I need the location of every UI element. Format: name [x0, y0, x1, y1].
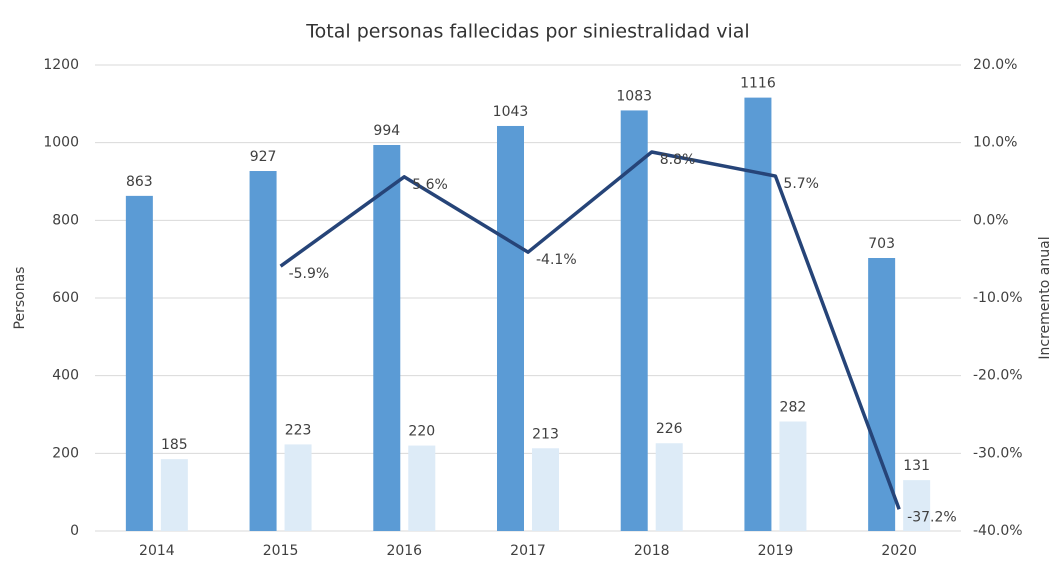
y2-axis-label: Incremento anual [1037, 236, 1053, 359]
bar [408, 445, 436, 531]
data-label: 185 [161, 437, 188, 453]
y-tick-label: 200 [52, 445, 79, 461]
y-tick-label: 600 [52, 290, 79, 306]
data-label: 863 [126, 174, 153, 190]
data-label: 994 [373, 123, 400, 139]
chart-title: Total personas fallecidas por siniestral… [305, 21, 749, 43]
x-tick-label: 2019 [758, 543, 794, 559]
y-axis-label: Personas [12, 267, 28, 330]
data-label: 131 [903, 458, 930, 474]
y2-tick-label: 10.0% [973, 135, 1017, 151]
bar [284, 444, 312, 531]
data-label: 8.8% [660, 152, 696, 168]
data-label: 226 [656, 421, 683, 437]
x-tick-label: 2018 [634, 543, 670, 559]
bar [532, 448, 559, 531]
bar [497, 125, 524, 532]
y2-tick-label: 0.0% [973, 212, 1009, 228]
y-tick-label: 800 [52, 212, 79, 228]
bar [373, 144, 401, 531]
y2-tick-label: -10.0% [973, 290, 1023, 306]
y2-tick-label: 20.0% [973, 57, 1017, 73]
y2-tick-label: -30.0% [973, 445, 1023, 461]
y2-tick-label: -40.0% [973, 523, 1023, 539]
x-tick-label: 2016 [386, 543, 422, 559]
bar [903, 480, 931, 531]
data-label: 5.7% [783, 176, 819, 192]
x-tick-label: 2015 [263, 543, 299, 559]
y-tick-label: 1200 [43, 57, 79, 73]
x-tick-label: 2017 [510, 543, 546, 559]
bar [744, 97, 772, 532]
data-label: 213 [532, 426, 559, 442]
x-tick-label: 2014 [139, 543, 175, 559]
data-label: 1043 [493, 104, 529, 120]
bar [779, 421, 807, 531]
x-tick-label: 2020 [881, 543, 917, 559]
data-label: 703 [868, 236, 895, 252]
data-label: -4.1% [536, 252, 577, 268]
data-label: 220 [408, 424, 435, 440]
y-tick-label: 0 [70, 523, 79, 539]
bar [620, 110, 648, 531]
bar [160, 459, 188, 531]
y-tick-label: 400 [52, 368, 79, 384]
bar [125, 195, 153, 531]
data-label: 5.6% [412, 177, 448, 193]
y-tick-label: 1000 [43, 135, 79, 151]
data-label: 1116 [740, 76, 776, 92]
data-label: 927 [250, 149, 277, 165]
y2-tick-label: -20.0% [973, 368, 1023, 384]
bar [249, 171, 277, 531]
line [279, 150, 901, 510]
data-label: 1083 [616, 88, 652, 104]
data-label: -37.2% [907, 509, 957, 525]
data-label: 223 [285, 422, 312, 438]
data-label: -5.9% [289, 266, 330, 282]
data-label: 282 [780, 399, 807, 415]
bar [655, 443, 683, 531]
